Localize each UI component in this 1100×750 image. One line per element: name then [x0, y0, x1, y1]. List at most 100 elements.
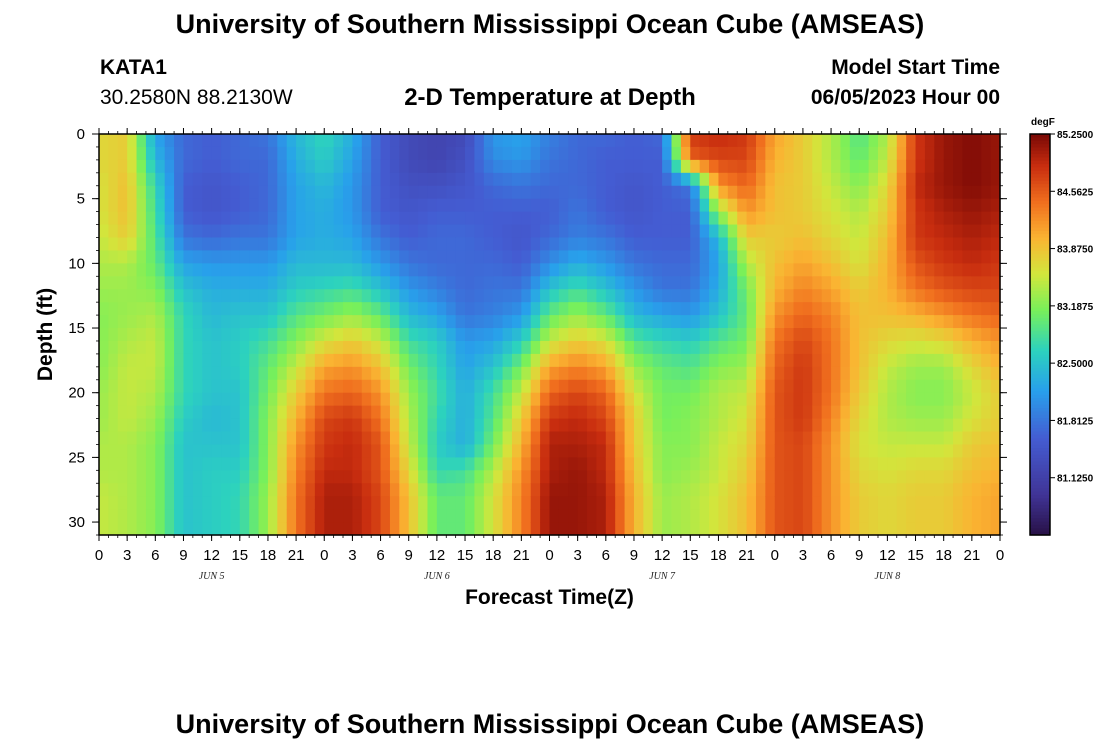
heat-cell: [934, 198, 945, 213]
heat-cell: [859, 198, 870, 213]
heat-cell: [361, 198, 372, 213]
heat-cell: [915, 522, 926, 536]
heat-cell: [136, 172, 147, 187]
heat-cell: [371, 250, 382, 264]
heat-cell: [906, 379, 917, 394]
heat-cell: [117, 366, 128, 381]
heat-cell: [568, 159, 579, 174]
heat-cell: [615, 522, 626, 536]
heat-cell: [652, 302, 663, 316]
heat-cell: [314, 483, 325, 497]
heat-cell: [737, 392, 748, 407]
heat-cell: [230, 237, 241, 252]
heat-cell: [230, 250, 241, 264]
heat-cell: [286, 405, 297, 420]
heat-cell: [633, 340, 644, 355]
heat-cell: [643, 237, 654, 252]
heat-cell: [784, 418, 795, 433]
heat-cell: [305, 328, 316, 342]
heat-cell: [962, 237, 973, 252]
heat-cell: [446, 405, 457, 420]
heat-cell: [521, 340, 532, 355]
heat-cell: [971, 405, 982, 420]
heat-cell: [286, 302, 297, 316]
heat-cell: [709, 470, 720, 484]
heat-cell: [314, 134, 325, 148]
heat-cell: [511, 289, 522, 303]
heat-cell: [990, 237, 1001, 252]
heat-cell: [333, 522, 344, 536]
heat-cell: [737, 172, 748, 187]
heat-cell: [108, 366, 119, 381]
heat-cell: [418, 134, 429, 148]
heat-cell: [164, 134, 175, 148]
heat-cell: [727, 405, 738, 420]
heat-cell: [671, 379, 682, 394]
heat-cell: [906, 340, 917, 355]
heat-cell: [483, 509, 494, 523]
heat-cell: [577, 263, 588, 277]
heat-cell: [887, 392, 898, 407]
heat-cell: [859, 328, 870, 342]
heat-cell: [896, 146, 907, 161]
heat-cell: [690, 146, 701, 161]
heat-cell: [493, 134, 504, 148]
heat-cell: [521, 366, 532, 381]
heat-cell: [389, 522, 400, 536]
colorbar-segment: [1030, 140, 1050, 145]
heat-cell: [962, 418, 973, 433]
heat-cell: [418, 379, 429, 394]
heat-cell: [427, 198, 438, 213]
heat-cell: [239, 159, 250, 174]
heat-cell: [305, 224, 316, 239]
heat-cell: [596, 185, 607, 200]
colorbar-segment: [1030, 257, 1050, 262]
heat-cell: [549, 159, 560, 174]
heat-cell: [183, 289, 194, 303]
heat-cell: [249, 159, 260, 174]
heat-cell: [596, 431, 607, 446]
heat-cell: [587, 483, 598, 497]
heat-cell: [446, 289, 457, 303]
heat-cell: [530, 522, 541, 536]
heat-cell: [314, 431, 325, 446]
heat-cell: [474, 315, 485, 329]
heat-cell: [812, 146, 823, 161]
heat-cell: [971, 457, 982, 471]
heat-cell: [155, 134, 166, 148]
heat-cell: [108, 418, 119, 433]
heat-cell: [380, 405, 391, 420]
heat-cell: [690, 470, 701, 484]
heat-cell: [211, 366, 222, 381]
heat-cell: [568, 211, 579, 226]
heat-cell: [746, 289, 757, 303]
heat-cell: [277, 431, 288, 446]
heat-cell: [793, 315, 804, 329]
heat-cell: [389, 483, 400, 497]
heat-cell: [953, 405, 964, 420]
heat-cell: [324, 250, 335, 264]
heat-cell: [962, 379, 973, 394]
heat-cell: [333, 315, 344, 329]
heat-cell: [511, 263, 522, 277]
heat-cell: [352, 431, 363, 446]
heat-cell: [343, 289, 354, 303]
colorbar-segment: [1030, 164, 1050, 169]
heat-cell: [183, 522, 194, 536]
heat-cell: [343, 185, 354, 200]
colorbar-segment: [1030, 377, 1050, 382]
heat-cell: [915, 289, 926, 303]
heat-cell: [145, 146, 156, 161]
heat-cell: [108, 509, 119, 523]
heat-cell: [483, 328, 494, 342]
heat-cell: [990, 250, 1001, 264]
heat-cell: [221, 483, 231, 497]
heat-cell: [558, 444, 569, 458]
heat-cell: [192, 444, 203, 458]
heat-cell: [727, 366, 738, 381]
heat-cell: [587, 224, 598, 239]
heat-cell: [577, 418, 588, 433]
heat-cell: [971, 328, 982, 342]
heat-cell: [924, 263, 935, 277]
heat-cell: [662, 431, 673, 446]
